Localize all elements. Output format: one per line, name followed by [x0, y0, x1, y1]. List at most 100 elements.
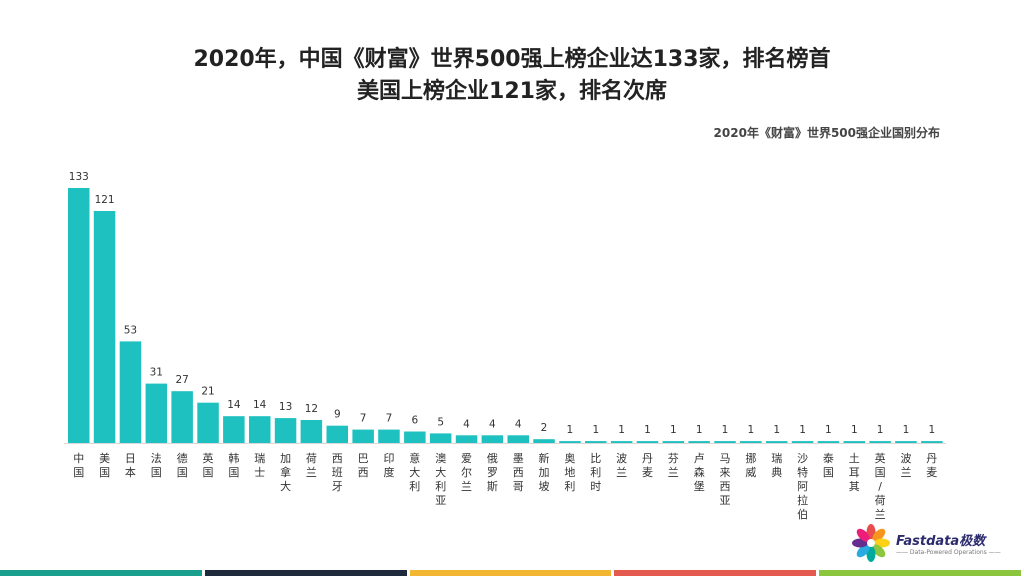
chart-subtitle: 2020年《财富》世界500强企业国别分布 [713, 126, 940, 140]
data-label-中国: 133 [69, 171, 89, 183]
category-label-沙特阿拉伯: 沙特阿拉伯 [797, 452, 808, 521]
category-label-墨西哥: 墨西哥 [513, 452, 524, 493]
bar-波兰 [895, 441, 917, 443]
data-label-马来西亚: 1 [722, 424, 729, 436]
logo-tagline: —— Data-Powered Operations —— [896, 549, 1001, 556]
category-label-爱尔兰: 爱尔兰 [461, 452, 472, 493]
category-label-土耳其: 土耳其 [849, 452, 860, 493]
bar-波兰 [610, 441, 633, 443]
category-label-韩国: 韩国 [228, 451, 239, 479]
bar-挪威 [740, 441, 762, 443]
bar-瑞典 [766, 441, 788, 443]
data-label-土耳其: 1 [851, 424, 858, 436]
bar-沙特阿拉伯 [791, 441, 814, 443]
category-label-意大利: 意大利 [409, 451, 420, 493]
bar-英国/荷兰 [869, 441, 891, 443]
bar-比利时 [585, 441, 607, 443]
category-label-英国/荷兰: 英国/荷兰 [875, 451, 886, 521]
category-label-巴西: 巴西 [358, 452, 369, 479]
flower-logo-icon [852, 524, 890, 562]
category-label-挪威: 挪威 [745, 451, 756, 479]
data-label-卢森堡: 1 [696, 424, 703, 436]
category-label-波兰: 波兰 [901, 452, 912, 479]
data-label-比利时: 1 [592, 424, 599, 436]
data-label-墨西哥: 4 [515, 418, 522, 430]
category-label-加拿大: 加拿大 [280, 452, 291, 493]
bar-墨西哥 [507, 435, 529, 443]
category-label-瑞士: 瑞士 [254, 451, 265, 479]
data-label-挪威: 1 [748, 424, 755, 436]
footer-stripe-5 [819, 570, 1021, 576]
category-label-马来西亚: 马来西亚 [720, 452, 731, 507]
category-label-印度: 印度 [384, 452, 395, 479]
chart-title: 2020年，中国《财富》世界500强上榜企业达133家，排名榜首 美国上榜企业1… [0, 44, 1024, 108]
data-label-法国: 31 [150, 367, 163, 379]
category-label-瑞典: 瑞典 [771, 451, 782, 479]
category-label-芬兰: 芬兰 [668, 452, 679, 479]
data-label-奥地利: 1 [567, 424, 574, 436]
title-line-1: 2020年，中国《财富》世界500强上榜企业达133家，排名榜首 [193, 47, 831, 72]
category-label-澳大利亚: 澳大利亚 [435, 452, 446, 507]
bar-法国 [145, 383, 168, 443]
bar-丹麦 [636, 441, 659, 443]
category-label-西班牙: 西班牙 [332, 452, 343, 493]
data-label-印度: 7 [386, 413, 393, 425]
data-label-英国: 21 [201, 386, 214, 398]
data-label-西班牙: 9 [334, 409, 341, 421]
bar-韩国 [223, 416, 245, 443]
category-label-卢森堡: 卢森堡 [694, 452, 705, 493]
data-label-芬兰: 1 [670, 424, 677, 436]
data-label-日本: 53 [124, 324, 137, 336]
data-label-韩国: 14 [227, 399, 241, 411]
bar-马来西亚 [714, 441, 736, 443]
bar-奥地利 [559, 441, 581, 443]
logo-name: Fastdata极数 [896, 534, 986, 549]
category-label-泰国: 泰国 [823, 451, 834, 479]
category-label-中国: 中国 [73, 452, 84, 479]
data-label-意大利: 6 [411, 415, 418, 427]
data-label-波兰: 1 [618, 424, 625, 436]
footer-stripe-4 [614, 570, 817, 576]
fastdata-logo: Fastdata极数 —— Data-Powered Operations —— [850, 522, 1001, 566]
bar-印度 [378, 429, 400, 443]
bar-加拿大 [274, 418, 297, 443]
bar-新加坡 [533, 439, 555, 443]
bar-丹麦 [921, 441, 943, 443]
category-label-美国: 美国 [99, 452, 110, 479]
bar-英国 [197, 402, 219, 443]
footer-stripe-2 [204, 570, 407, 576]
category-label-日本: 日本 [125, 452, 136, 479]
bar-泰国 [817, 441, 840, 443]
category-label-俄罗斯: 俄罗斯 [487, 452, 498, 493]
category-label-丹麦: 丹麦 [642, 452, 653, 479]
bar-美国 [93, 211, 116, 443]
data-label-爱尔兰: 4 [463, 418, 470, 430]
bar-日本 [119, 341, 142, 443]
data-label-泰国: 1 [825, 424, 832, 436]
category-label-德国: 德国 [177, 451, 188, 479]
data-label-美国: 121 [95, 194, 115, 206]
category-label-比利时: 比利时 [590, 452, 601, 493]
data-label-加拿大: 13 [279, 401, 292, 413]
data-label-丹麦: 1 [644, 424, 651, 436]
data-label-德国: 27 [176, 374, 189, 386]
bar-中国 [68, 188, 90, 443]
footer-stripes [0, 570, 1024, 576]
data-label-丹麦: 1 [928, 424, 935, 436]
data-label-沙特阿拉伯: 1 [799, 424, 806, 436]
footer-stripe-1 [0, 570, 202, 576]
bar-巴西 [352, 429, 374, 443]
data-label-波兰: 1 [903, 424, 910, 436]
bar-瑞士 [249, 416, 271, 443]
data-label-澳大利亚: 5 [437, 416, 444, 428]
category-label-英国: 英国 [203, 451, 214, 479]
title-line-2: 美国上榜企业121家，排名次席 [357, 79, 667, 104]
bar-荷兰 [300, 420, 323, 443]
category-label-新加坡: 新加坡 [539, 451, 550, 493]
category-label-丹麦: 丹麦 [926, 452, 937, 479]
category-label-荷兰: 荷兰 [306, 452, 317, 479]
bar-土耳其 [843, 441, 865, 443]
data-label-瑞典: 1 [773, 424, 780, 436]
bar-芬兰 [662, 441, 685, 443]
